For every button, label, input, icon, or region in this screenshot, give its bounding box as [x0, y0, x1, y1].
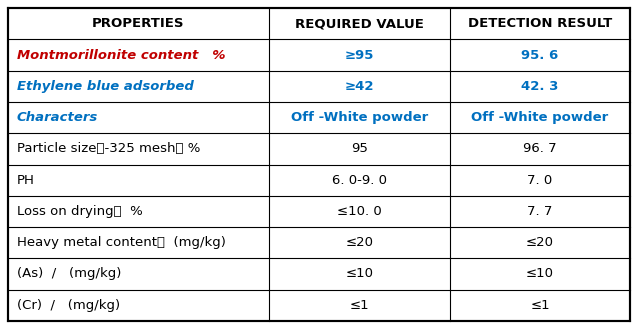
Text: Loss on drying，  %: Loss on drying， %	[17, 205, 143, 218]
Text: (As)  /   (mg/kg): (As) / (mg/kg)	[17, 267, 121, 280]
Text: 7. 7: 7. 7	[528, 205, 553, 218]
Text: ≥42: ≥42	[345, 80, 375, 93]
Text: PROPERTIES: PROPERTIES	[92, 17, 184, 30]
Text: Off -White powder: Off -White powder	[471, 111, 609, 124]
Text: Off -White powder: Off -White powder	[291, 111, 428, 124]
Text: ≤20: ≤20	[526, 236, 554, 249]
Text: ≤1: ≤1	[530, 299, 550, 312]
Text: (Cr)  /   (mg/kg): (Cr) / (mg/kg)	[17, 299, 120, 312]
Text: 96. 7: 96. 7	[523, 142, 557, 155]
Text: 95: 95	[351, 142, 368, 155]
Text: Particle size（-325 mesh） %: Particle size（-325 mesh） %	[17, 142, 200, 155]
Text: Heavy metal content，  (mg/kg): Heavy metal content， (mg/kg)	[17, 236, 226, 249]
Text: 7. 0: 7. 0	[528, 174, 553, 187]
Text: 95. 6: 95. 6	[521, 49, 559, 62]
Text: ≤1: ≤1	[350, 299, 369, 312]
Text: ≤20: ≤20	[345, 236, 373, 249]
Text: Characters: Characters	[17, 111, 98, 124]
Text: ≤10: ≤10	[526, 267, 554, 280]
Text: DETECTION RESULT: DETECTION RESULT	[468, 17, 612, 30]
Text: ≥95: ≥95	[345, 49, 374, 62]
Text: Montmorillonite content   %: Montmorillonite content %	[17, 49, 225, 62]
Text: REQUIRED VALUE: REQUIRED VALUE	[295, 17, 424, 30]
Text: PH: PH	[17, 174, 35, 187]
Text: Ethylene blue adsorbed: Ethylene blue adsorbed	[17, 80, 194, 93]
Text: ≤10: ≤10	[345, 267, 373, 280]
Text: 42. 3: 42. 3	[521, 80, 559, 93]
Text: ≤10. 0: ≤10. 0	[337, 205, 382, 218]
Text: 6. 0-9. 0: 6. 0-9. 0	[332, 174, 387, 187]
